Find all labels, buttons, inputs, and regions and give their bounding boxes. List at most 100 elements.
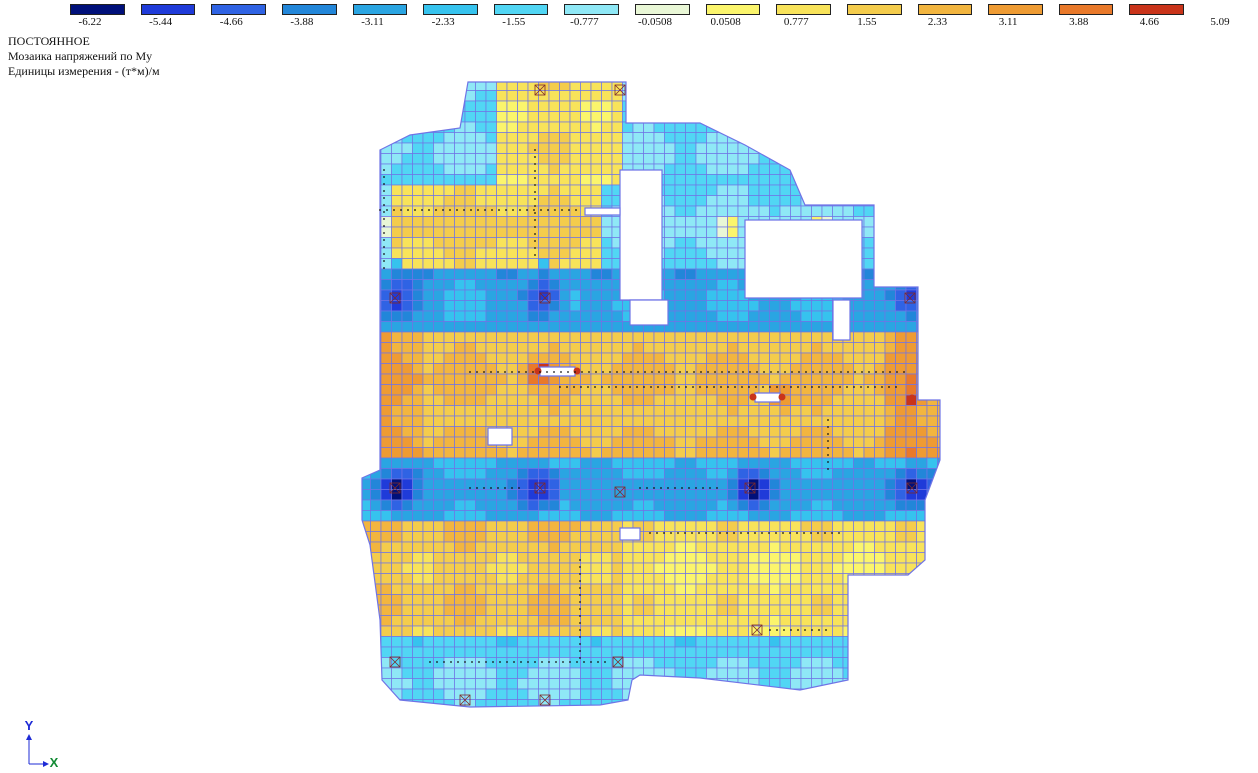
mesh-cell [380, 667, 392, 679]
mesh-cell [454, 604, 466, 616]
mesh-cell [601, 657, 613, 669]
beam-dot [436, 661, 438, 663]
mesh-cell [380, 636, 392, 648]
mesh-cell [506, 289, 518, 301]
mesh-cell [926, 646, 938, 658]
mesh-cell [664, 636, 676, 648]
mesh-cell [580, 342, 592, 354]
mesh-cell [716, 121, 728, 133]
mesh-cell [433, 678, 445, 690]
mesh-cell [580, 226, 592, 238]
mesh-cell [706, 384, 718, 396]
mesh-cell [548, 615, 560, 627]
mesh-cell [622, 615, 634, 627]
stress-mosaic-plot[interactable] [355, 80, 955, 720]
mesh-cell [559, 184, 571, 196]
mesh-cell [433, 594, 445, 606]
mesh-cell [811, 352, 823, 364]
mesh-cell [916, 405, 928, 417]
mesh-cell [685, 573, 697, 585]
mesh-cell [832, 552, 844, 564]
mesh-cell [874, 90, 886, 102]
mesh-cell [800, 142, 812, 154]
mesh-cell [685, 646, 697, 658]
mesh-cell [853, 310, 865, 322]
mesh-cell [527, 615, 539, 627]
mesh-cell [695, 636, 707, 648]
mesh-cell [779, 153, 791, 165]
mesh-cell [653, 478, 665, 490]
mesh-cell [548, 478, 560, 490]
mesh-cell [748, 100, 760, 112]
mesh-cell [401, 436, 413, 448]
mesh-cell [800, 405, 812, 417]
mesh-cell [842, 457, 854, 469]
mesh-cell [842, 163, 854, 175]
mesh-cell [401, 531, 413, 543]
mesh-cell [926, 111, 938, 123]
mesh-cell [362, 289, 371, 301]
mesh-cell [685, 82, 697, 91]
mesh-cell [559, 237, 571, 249]
mesh-cell [538, 121, 550, 133]
mesh-cell [496, 573, 508, 585]
mesh-cell [664, 583, 676, 595]
mesh-cell [884, 520, 896, 532]
mesh-cell [769, 615, 781, 627]
mesh-cell [643, 405, 655, 417]
mesh-cell [874, 510, 886, 522]
mesh-cell [601, 604, 613, 616]
beam-dot [714, 371, 716, 373]
mesh-cell [590, 300, 602, 312]
mesh-cell [548, 594, 560, 606]
mesh-cell [727, 342, 739, 354]
beam-dot [895, 386, 897, 388]
mesh-cell [758, 174, 770, 186]
mesh-cell [580, 247, 592, 259]
mesh-cell [527, 384, 539, 396]
mesh-cell [569, 394, 581, 406]
mesh-cell [569, 552, 581, 564]
mesh-cell [737, 184, 749, 196]
mesh-cell [632, 667, 644, 679]
mesh-cell [664, 247, 676, 259]
mesh-cell [370, 646, 382, 658]
mesh-cell [527, 247, 539, 259]
mesh-cell [391, 625, 403, 637]
mesh-cell [916, 457, 928, 469]
mesh-cell [433, 499, 445, 511]
mesh-cell [580, 331, 592, 343]
mesh-cell [653, 436, 665, 448]
mesh-cell [380, 688, 392, 700]
mesh-cell [727, 237, 739, 249]
mesh-cell [548, 499, 560, 511]
beam-dot [838, 532, 840, 534]
mesh-cell [643, 331, 655, 343]
mesh-cell [790, 604, 802, 616]
mesh-cell [632, 699, 644, 707]
mesh-cell [695, 384, 707, 396]
mesh-cell [548, 468, 560, 480]
mesh-cell [527, 499, 539, 511]
mesh-cell [926, 121, 938, 133]
mesh-cell [832, 625, 844, 637]
mesh-cell [874, 258, 886, 270]
mesh-cell [643, 573, 655, 585]
mesh-cell [895, 394, 907, 406]
beam-dot [471, 661, 473, 663]
mesh-cell [737, 646, 749, 658]
mesh-cell [758, 520, 770, 532]
mesh-cell [433, 174, 445, 186]
mesh-cell [758, 121, 770, 133]
mesh-cell [590, 142, 602, 154]
mesh-cell [674, 237, 686, 249]
mesh-cell [362, 142, 371, 154]
mesh-cell [517, 415, 529, 427]
mesh-cell [485, 583, 497, 595]
slab-opening [629, 299, 669, 326]
mesh-cell [412, 615, 424, 627]
mesh-cell [485, 352, 497, 364]
mesh-cell [590, 321, 602, 333]
mesh-cell [391, 226, 403, 238]
mesh-cell [443, 111, 455, 123]
